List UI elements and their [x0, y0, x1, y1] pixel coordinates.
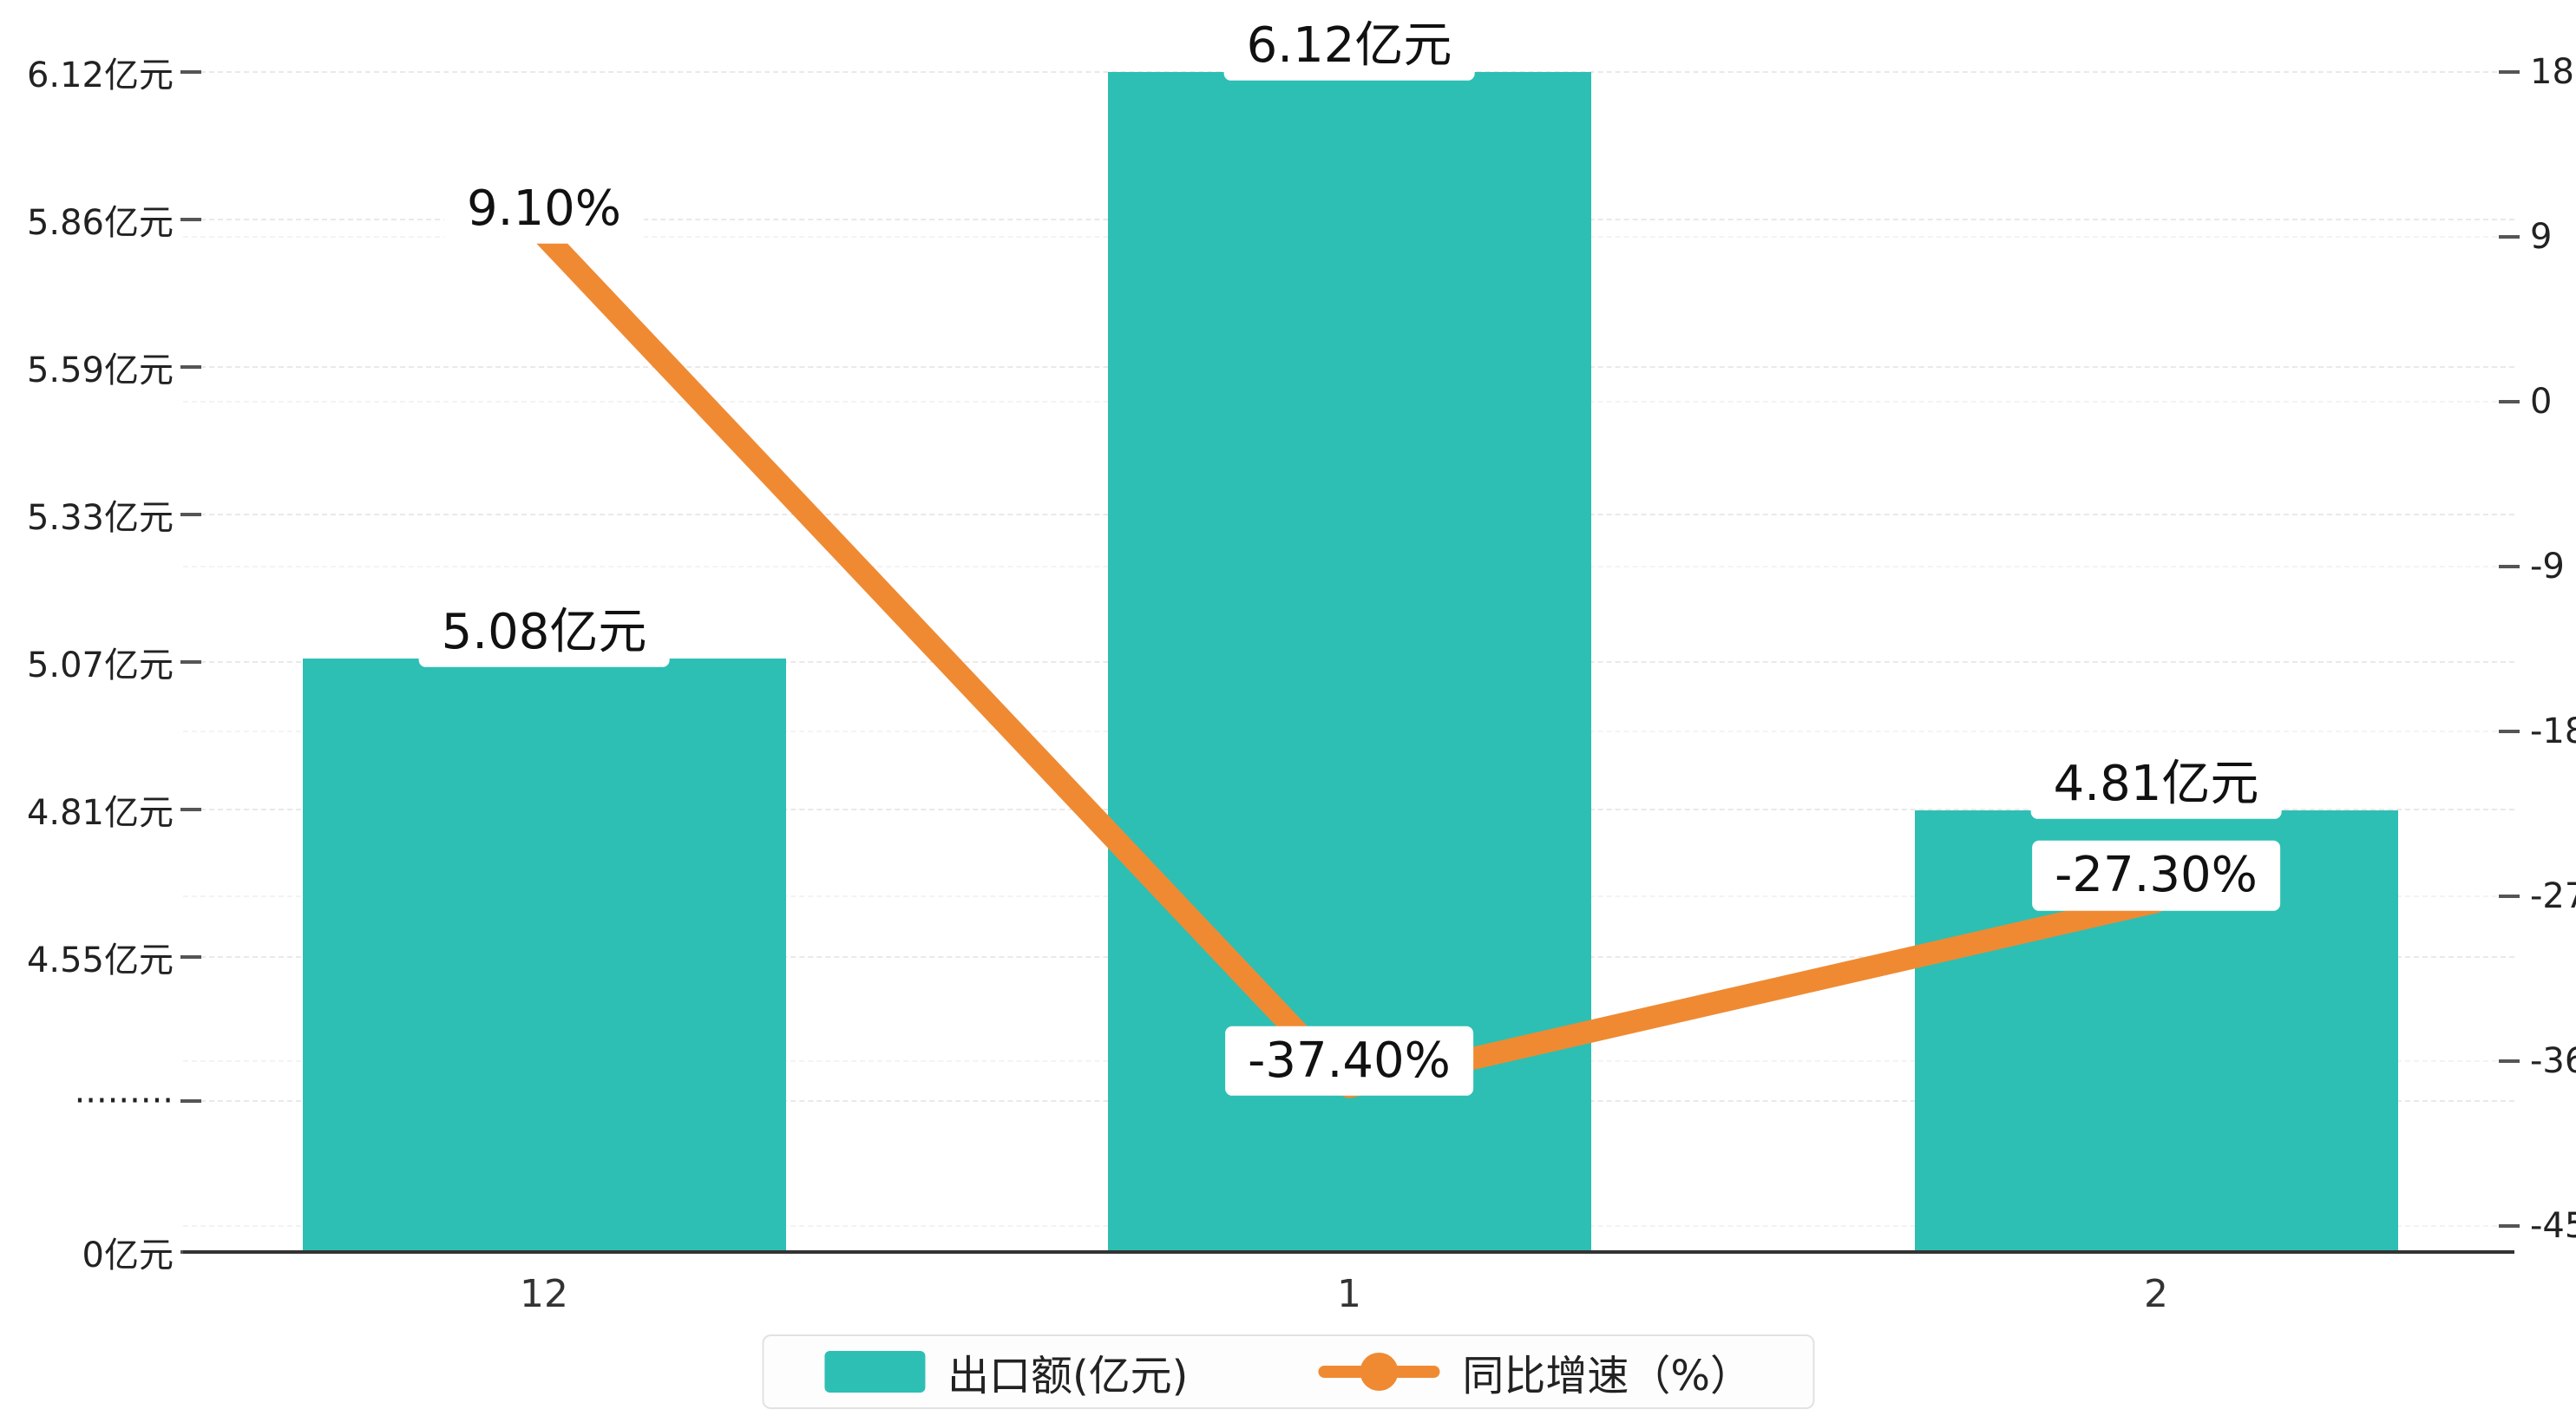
left-axis-tick-mark: [180, 365, 201, 369]
left-axis-tick-mark: [180, 70, 201, 74]
legend: 出口额(亿元) 同比增速（%）: [761, 1334, 1815, 1409]
right-axis-tick-mark: [2499, 70, 2520, 74]
x-axis-label: 12: [520, 1272, 568, 1316]
left-axis-tick-mark: [180, 660, 201, 664]
right-axis-tick-label: 0: [2530, 382, 2553, 422]
left-axis-tick-label: 0亿元: [82, 1236, 174, 1275]
legend-item-growth[interactable]: 同比增速（%）: [1318, 1341, 1752, 1402]
left-axis-tick-mark: [180, 955, 201, 959]
right-axis-tick-mark: [2499, 1224, 2520, 1228]
right-axis-tick-label: 9: [2530, 217, 2553, 257]
left-axis-tick-mark: [180, 1099, 201, 1103]
left-axis-tick-mark: [180, 808, 201, 811]
line-dot-icon: [1360, 1353, 1399, 1391]
x-axis-line: [183, 1250, 2514, 1254]
bar-value-label: 6.12亿元: [1223, 10, 1475, 82]
line-value-label: -27.30%: [2032, 841, 2280, 911]
left-axis-tick-mark: [180, 218, 201, 221]
left-axis-tick-label: 5.86亿元: [26, 203, 174, 243]
right-axis-tick-label: -9: [2530, 547, 2565, 587]
legend-label-growth: 同比增速（%）: [1462, 1352, 1753, 1400]
right-axis-tick-mark: [2499, 895, 2520, 898]
left-axis-tick-label: 4.55亿元: [26, 941, 174, 980]
left-axis-tick-mark: [180, 513, 201, 516]
left-axis-tick-label: 5.59亿元: [26, 351, 174, 390]
bar-swatch-icon: [823, 1351, 925, 1393]
left-axis-tick-label: 5.33亿元: [26, 498, 174, 538]
right-axis-tick-mark: [2499, 1059, 2520, 1063]
line-swatch-icon: [1318, 1350, 1440, 1393]
bar-value-label: 4.81亿元: [2030, 749, 2282, 820]
legend-item-export[interactable]: 出口额(亿元): [823, 1341, 1189, 1402]
left-axis-tick-label: 6.12亿元: [26, 56, 174, 95]
right-axis-tick-mark: [2499, 565, 2520, 568]
right-axis-tick-label: -27: [2530, 876, 2576, 916]
right-axis-tick-mark: [2499, 235, 2520, 239]
x-axis-label: 2: [2144, 1272, 2168, 1316]
right-axis-tick-label: -36: [2530, 1041, 2576, 1081]
right-axis-tick-label: -45: [2530, 1206, 2576, 1246]
right-axis-tick-label: -18: [2530, 711, 2576, 751]
left-axis-tick-label: ·········: [74, 1081, 174, 1121]
line-value-label: 9.10%: [444, 174, 644, 245]
left-axis-tick-label: 5.07亿元: [26, 646, 174, 685]
line-value-label: -37.40%: [1225, 1026, 1473, 1096]
legend-label-export: 出口额(亿元): [947, 1352, 1189, 1400]
right-axis-tick-label: 18: [2530, 52, 2574, 92]
right-axis-tick-mark: [2499, 730, 2520, 733]
export-bar[interactable]: [302, 658, 786, 1252]
x-axis-label: 1: [1337, 1272, 1361, 1316]
left-axis-tick-label: 4.81亿元: [26, 793, 174, 833]
bar-value-label: 5.08亿元: [418, 597, 670, 667]
right-axis-tick-mark: [2499, 400, 2520, 403]
